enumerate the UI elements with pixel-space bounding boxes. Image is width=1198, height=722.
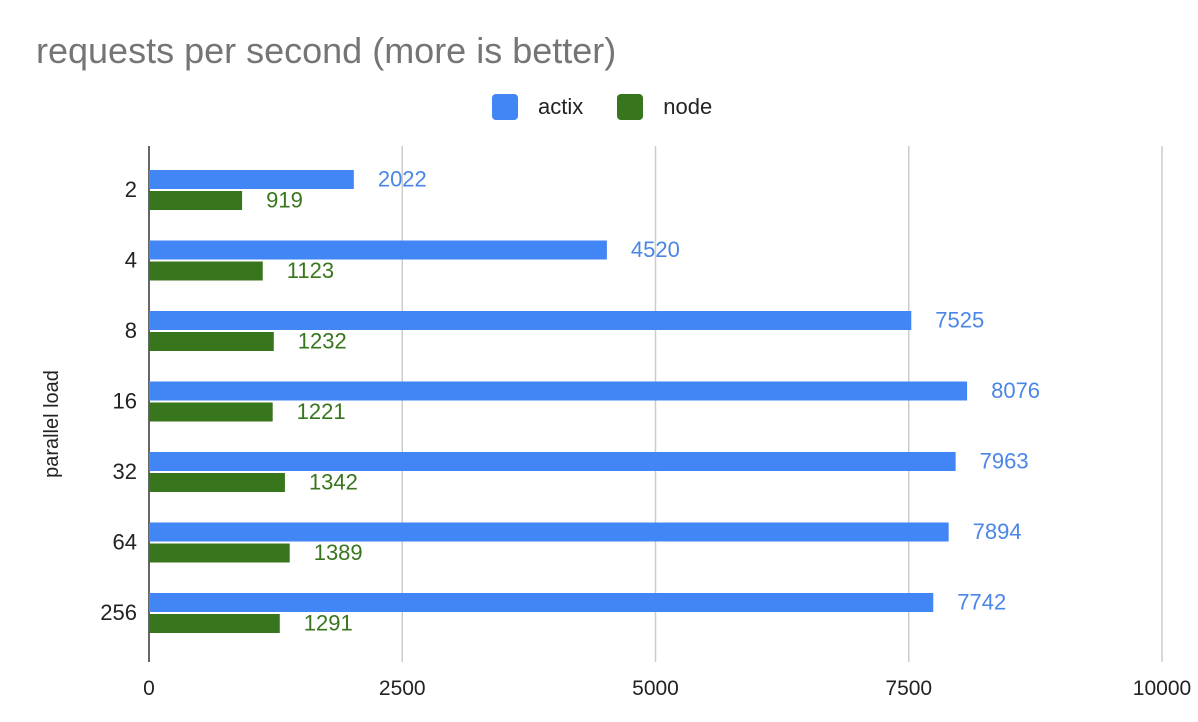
bar-actix	[149, 381, 968, 401]
category-label: 2	[125, 177, 137, 202]
legend-swatch-actix	[492, 94, 518, 120]
chart-title: requests per second (more is better)	[36, 30, 617, 71]
bar-node	[149, 402, 273, 422]
data-label-node: 1232	[298, 329, 347, 354]
data-label-actix: 8076	[991, 378, 1040, 403]
x-tick-label: 7500	[885, 677, 932, 700]
x-tick-label: 0	[143, 677, 155, 700]
bar-node	[149, 261, 263, 281]
bar-actix	[149, 240, 607, 260]
data-label-actix: 4520	[631, 237, 680, 262]
data-label-actix: 2022	[378, 167, 427, 192]
bar-actix	[149, 170, 354, 189]
legend-swatch-node	[617, 94, 644, 120]
bar-actix	[149, 452, 956, 471]
legend-item-actix: actix	[492, 94, 583, 120]
bar-actix	[149, 593, 934, 612]
category-label: 64	[113, 530, 137, 555]
category-label: 8	[125, 318, 137, 343]
bar-node	[149, 543, 290, 563]
bar-node	[149, 191, 243, 210]
data-label-actix: 7525	[935, 308, 984, 333]
data-label-node: 1389	[314, 540, 363, 565]
data-label-actix: 7742	[957, 590, 1006, 615]
data-label-node: 1291	[304, 611, 353, 636]
legend-item-node: node	[617, 94, 712, 120]
data-label-node: 919	[266, 188, 303, 213]
data-label-actix: 7894	[973, 519, 1022, 544]
x-tick-label: 5000	[632, 677, 679, 700]
legend-label-actix: actix	[538, 94, 584, 119]
bar-actix	[149, 311, 912, 330]
legend: actix node	[492, 94, 746, 120]
x-tick-label: 10000	[1133, 677, 1191, 700]
x-tick-label: 2500	[379, 677, 426, 700]
bar-node	[149, 614, 280, 633]
category-label: 256	[100, 600, 137, 625]
bar-node	[149, 332, 274, 351]
category-label: 4	[125, 248, 137, 273]
data-label-node: 1123	[287, 258, 334, 283]
data-label-actix: 7963	[980, 449, 1029, 474]
y-axis-title: parallel load	[41, 370, 63, 478]
data-label-node: 1342	[309, 470, 358, 495]
category-label: 32	[113, 459, 137, 484]
legend-label-node: node	[663, 94, 713, 119]
data-label-node: 1221	[297, 399, 346, 424]
bar-actix	[149, 522, 949, 542]
bar-node	[149, 473, 285, 492]
category-label: 16	[113, 389, 137, 414]
